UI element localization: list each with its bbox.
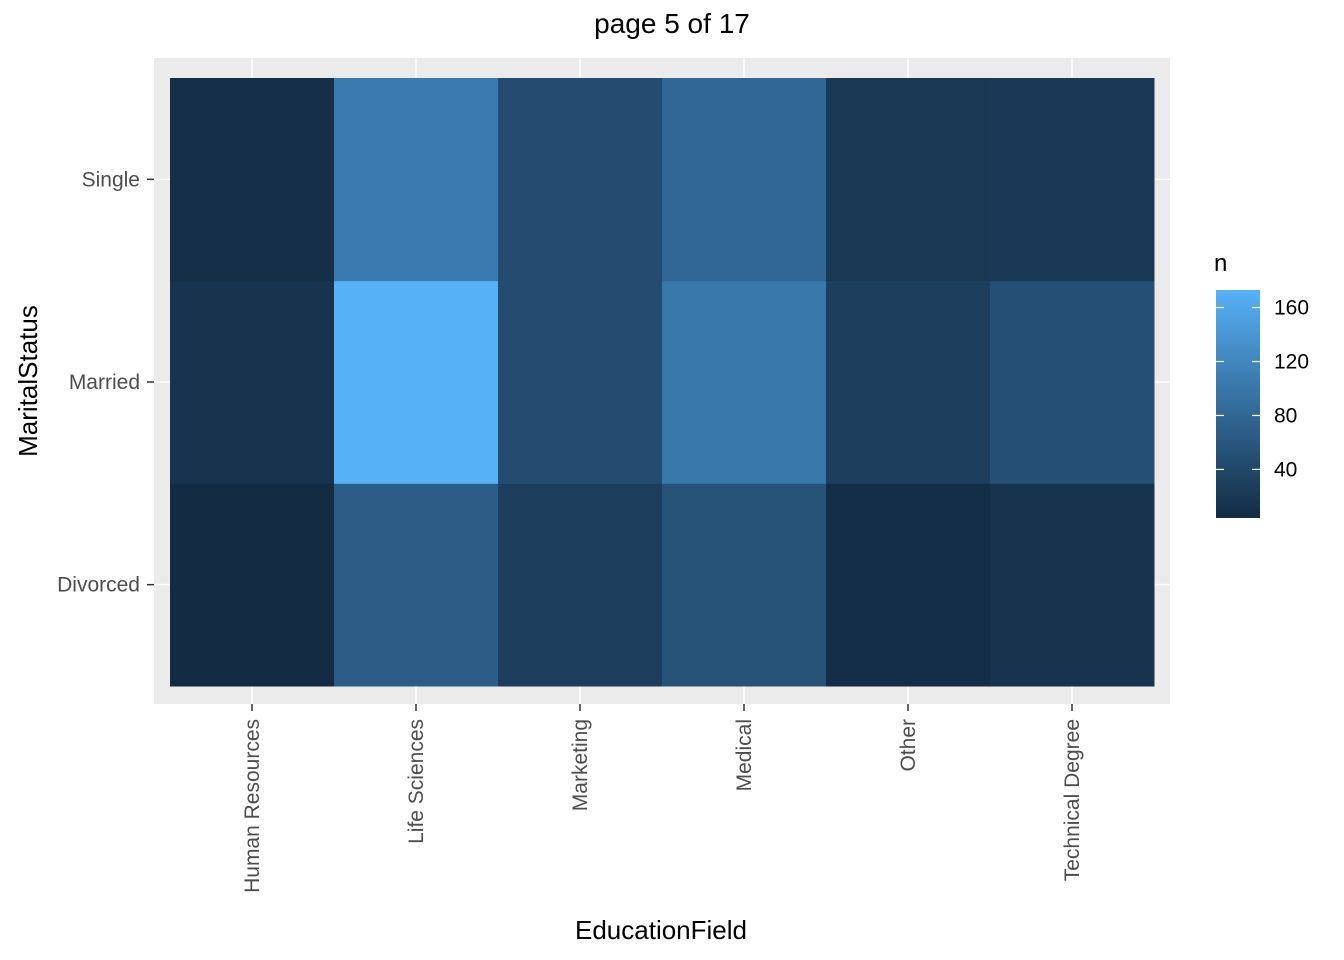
heatmap-tile bbox=[498, 280, 663, 484]
y-axis: Divorced Married Single bbox=[57, 168, 154, 597]
heatmap-tile bbox=[170, 280, 335, 484]
x-tick-label: Marketing bbox=[569, 719, 592, 811]
legend-tick-label: 80 bbox=[1274, 404, 1297, 427]
x-tick-label: Other bbox=[897, 719, 920, 772]
legend: n 40 80 120 160 bbox=[1214, 250, 1309, 518]
y-tick-label: Divorced bbox=[57, 574, 140, 597]
heatmap-tile bbox=[334, 483, 499, 687]
heatmap-tile bbox=[826, 483, 991, 687]
x-tick-label: Technical Degree bbox=[1061, 719, 1084, 881]
heatmap-tiles bbox=[170, 78, 1155, 687]
heatmap-tile bbox=[990, 280, 1155, 484]
heatmap-tile bbox=[662, 483, 827, 687]
heatmap-tile bbox=[334, 280, 499, 484]
heatmap-tile bbox=[826, 280, 991, 484]
heatmap-tile bbox=[334, 78, 499, 282]
heatmap-tile bbox=[990, 483, 1155, 687]
heatmap-tile bbox=[662, 78, 827, 282]
heatmap-tile bbox=[498, 483, 663, 687]
y-tick-label: Married bbox=[69, 371, 140, 394]
x-axis: Human Resources Life Sciences Marketing Med… bbox=[241, 704, 1084, 893]
legend-colorbar bbox=[1216, 290, 1260, 518]
y-axis-title: MaritalStatus bbox=[13, 305, 43, 457]
legend-tick-label: 120 bbox=[1274, 351, 1309, 374]
x-tick-label: Human Resources bbox=[241, 719, 264, 893]
x-tick-label: Life Sciences bbox=[405, 719, 428, 844]
chart-title: page 5 of 17 bbox=[594, 8, 750, 39]
heatmap-tile bbox=[498, 78, 663, 282]
x-tick-label: Medical bbox=[733, 719, 756, 791]
x-axis-title: EducationField bbox=[575, 915, 747, 945]
legend-title: n bbox=[1214, 250, 1227, 277]
heatmap-tile bbox=[990, 78, 1155, 282]
y-tick-label: Single bbox=[82, 168, 140, 191]
legend-tick-label: 160 bbox=[1274, 297, 1309, 320]
heatmap-tile bbox=[170, 483, 335, 687]
legend-tick-label: 40 bbox=[1274, 458, 1297, 481]
heatmap-tile bbox=[170, 78, 335, 282]
heatmap-tile bbox=[662, 280, 827, 484]
heatmap-tile bbox=[826, 78, 991, 282]
